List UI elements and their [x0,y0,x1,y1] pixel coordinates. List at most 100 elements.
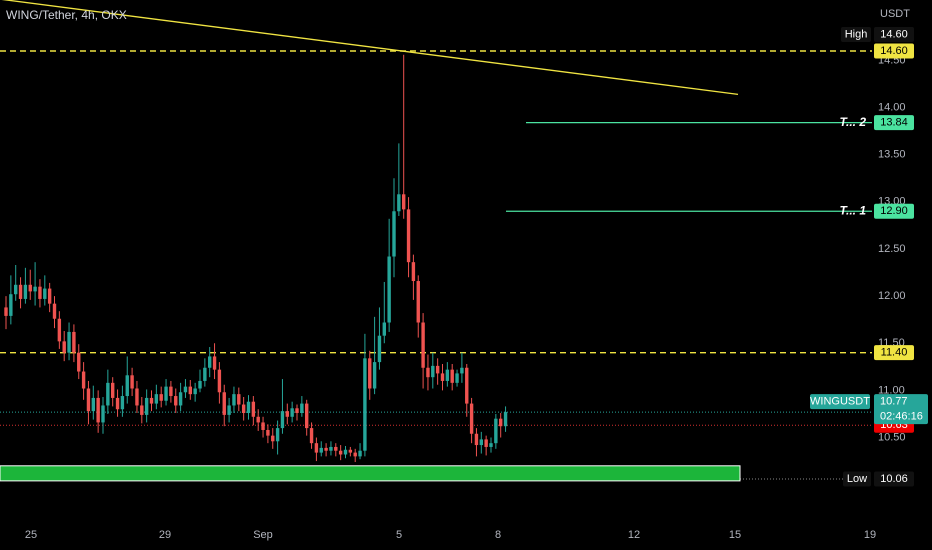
candle [43,275,47,306]
candle [140,396,144,424]
candle-body [348,449,353,453]
candle-body [266,429,270,436]
candle [469,397,474,444]
candle [183,379,188,398]
candle-body [343,449,348,455]
candle [154,384,159,410]
high-price-label-bg [874,43,914,59]
y-tick-label: 10.50 [878,431,906,443]
candle-body [402,194,406,210]
x-tick-label: 15 [729,529,741,541]
candle-body [479,439,483,446]
candle-body [193,388,197,395]
low-price-label-text: 10.06 [880,473,908,485]
candle-body [14,284,18,295]
high-price-label-text: 14.60 [880,45,908,57]
candle [474,428,479,457]
candle-body [465,367,469,404]
candle [271,428,275,449]
candle-body [251,401,256,417]
high-tag-text: High [845,28,868,40]
candle [130,367,134,397]
candle-body [57,318,62,342]
candle-body [334,446,338,451]
candle [77,344,81,380]
candle-body [125,375,129,397]
candle-body [237,394,241,405]
candle-body [96,397,100,423]
candle-body [450,369,454,383]
x-tick-label: 19 [864,529,876,541]
candle [343,446,348,459]
candle [115,389,120,417]
candle [353,448,357,463]
y-tick-label: 14.00 [878,101,906,113]
candle-body [397,194,401,212]
low-price-label: 10.06 [874,471,914,487]
candle-body [382,322,386,336]
candle [144,389,149,423]
candle [241,396,246,421]
candle-body [62,341,66,353]
candle [67,322,71,361]
candle-body [106,382,110,406]
candle-body [77,352,81,372]
candle-body [489,443,493,447]
candle [285,403,289,425]
x-tick-label: 25 [25,529,37,541]
candle [212,343,217,380]
candle-body [111,382,115,398]
candle-body [208,356,212,368]
candle [178,382,183,412]
candle-body [435,365,440,374]
candle-body [406,209,411,263]
candle-body [4,307,8,316]
x-tick-label: 29 [159,529,171,541]
candle-body [188,386,192,395]
target-2-price-label: 13.84 [874,115,914,131]
candle-body [18,284,23,299]
candle [329,441,333,456]
symbol-title[interactable]: WING/Tether, 4h, OKX [6,8,127,22]
candle-body [81,371,86,389]
y-tick-label: 11.00 [878,384,905,396]
candle-body [72,331,76,353]
y-tick-label: 13.50 [878,149,906,161]
candle [431,352,435,389]
axis-currency[interactable]: USDT [880,8,910,20]
candle [435,358,440,385]
candle [392,178,396,278]
candle [319,441,323,457]
candle [406,197,411,278]
target-2-price-label-bg [874,115,914,131]
resistance-price-label-bg [874,345,914,361]
target-1-price-label: 12.90 [874,203,914,219]
y-tick-label: 14.50 [878,54,906,66]
candle-body [203,367,207,381]
candle [62,330,66,362]
candle-body [67,331,71,353]
candle-body [217,369,222,393]
candle [261,416,265,438]
candle-body [309,428,314,444]
candle [416,275,420,338]
high-price-label: 14.60 [874,43,914,59]
candle-body [33,286,37,292]
candle-body [43,288,47,299]
candle [275,420,280,455]
candle [368,350,372,400]
candle [28,269,32,300]
candle [208,347,212,378]
candle-body [431,365,435,378]
candle-body [169,386,173,397]
candle [338,445,343,461]
candle [324,443,328,457]
candle-body [314,443,319,453]
low-tag: Low [843,471,871,487]
candle [266,424,270,444]
candle-body [9,294,13,316]
countdown-text: 02:46:16 [880,410,923,422]
low-tag-bg [843,471,871,487]
